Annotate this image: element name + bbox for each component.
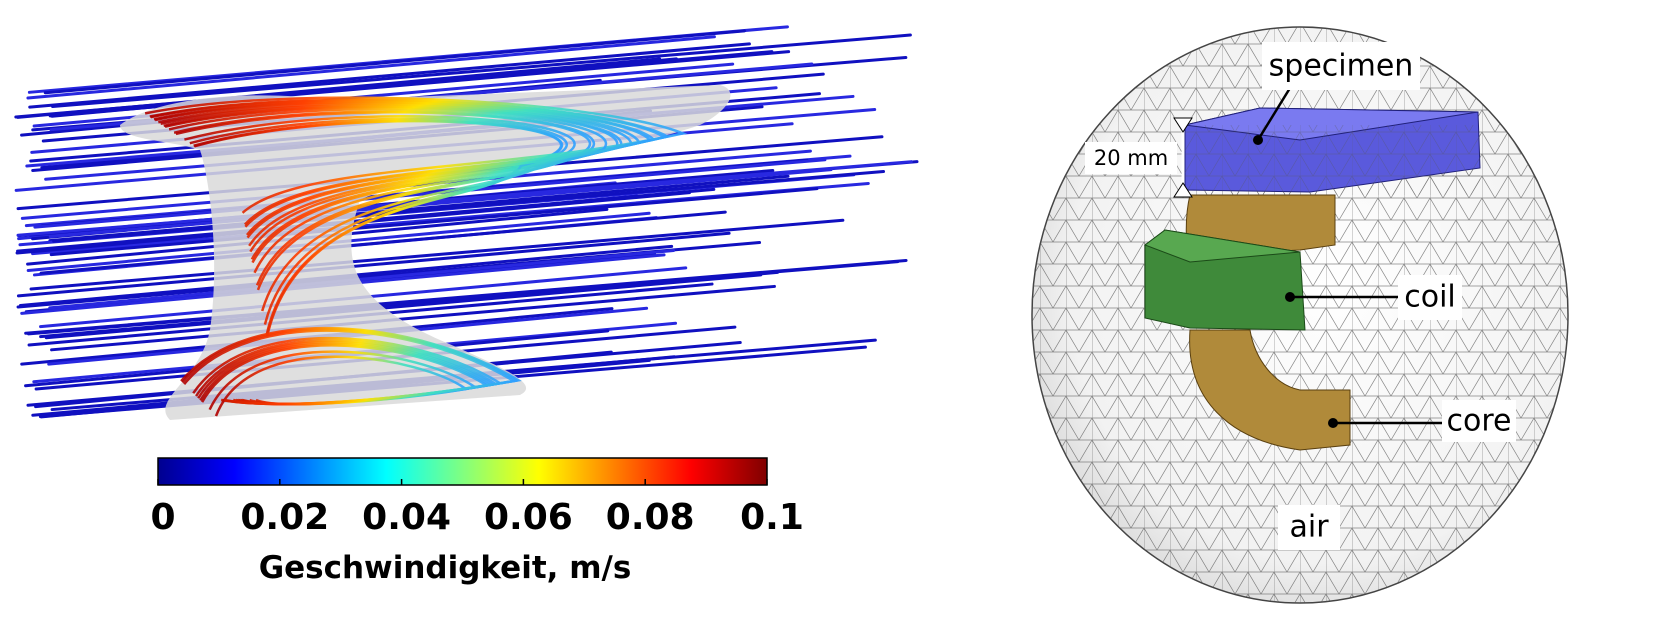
colorbar-label: Geschwindigkeit, m/s [259, 550, 632, 586]
specimen-label: specimen [1269, 49, 1414, 84]
core-label: core [1447, 404, 1512, 439]
page: {"colorbar": {"range": [0, 0.1], "ticks"… [0, 0, 1664, 638]
colorbar-tick-label: 0.02 [240, 497, 329, 538]
specimen-mesh [1185, 125, 1480, 195]
colorbar-ticks: 0 0.02 0.04 0.06 0.08 0.1 [150, 479, 803, 538]
dimension-label: 20 mm [1094, 146, 1168, 170]
coil-label: coil [1404, 280, 1456, 315]
colorbar-tick-label: 0 [150, 497, 175, 538]
colorbar-tick-label: 0.04 [362, 497, 451, 538]
colorbar-tick-label: 0.1 [740, 497, 804, 538]
colorbar [158, 458, 767, 485]
colorbar-tick-label: 0.06 [484, 497, 573, 538]
air-label: air [1289, 510, 1329, 545]
figure: 0 0.02 0.04 0.06 0.08 0.1 Geschwindigkeit, m/… [0, 0, 1664, 638]
colorbar-tick-label: 0.08 [606, 497, 695, 538]
